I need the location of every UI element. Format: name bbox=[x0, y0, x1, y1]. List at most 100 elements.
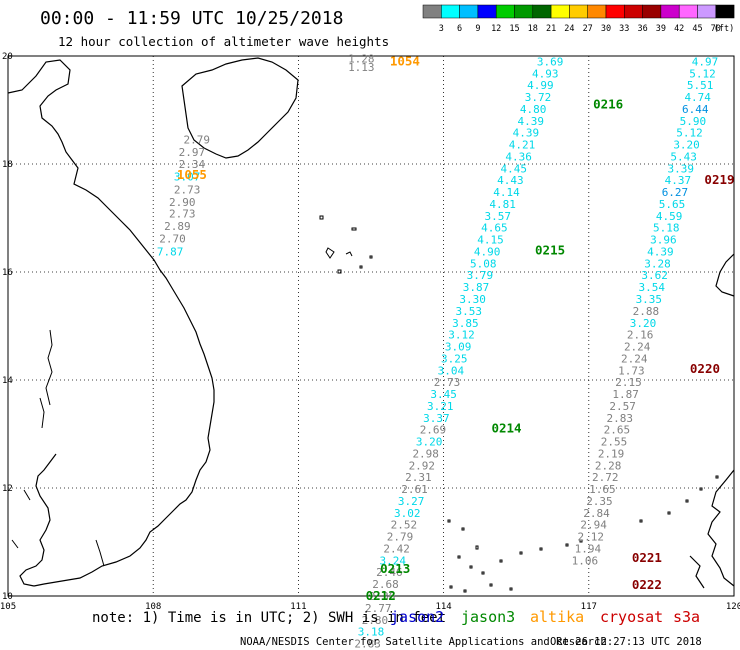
scale-label: 39 bbox=[656, 24, 666, 34]
swh-value-label: 2.79 bbox=[184, 134, 211, 147]
legend-cryosat: cryosat bbox=[600, 608, 663, 626]
scale-swatch bbox=[441, 4, 460, 19]
lat-lon-grid bbox=[8, 56, 734, 596]
swh-value-label: 2.52 bbox=[391, 519, 418, 532]
swh-value-label: 2.73 bbox=[174, 183, 201, 196]
pass-time-label: 0216 bbox=[593, 97, 623, 112]
swh-value-label: 3.72 bbox=[525, 91, 552, 104]
scale-label: 12 bbox=[491, 24, 501, 34]
scale-swatch bbox=[514, 4, 534, 19]
units-note: note: 1) Time is in UTC; 2) SWH is in fe… bbox=[92, 610, 446, 626]
paracel-islands bbox=[319, 215, 373, 274]
swh-value-label: 3.21 bbox=[427, 400, 454, 413]
scale-label: 33 bbox=[619, 24, 629, 34]
scale-swatch bbox=[550, 4, 570, 19]
swh-value-label: 2.90 bbox=[169, 196, 196, 209]
swh-value-label: 5.65 bbox=[659, 198, 686, 211]
legend-jason2: jason2 bbox=[390, 608, 444, 626]
scale-label: 21 bbox=[546, 24, 556, 34]
swh-value-label: 2.98 bbox=[412, 447, 439, 460]
swh-value-label: 2.57 bbox=[609, 400, 636, 413]
scale-swatch bbox=[422, 4, 442, 19]
lon-tick-label: 108 bbox=[145, 602, 161, 612]
swh-value-label: 2.77 bbox=[365, 602, 392, 615]
swh-value-label: 1.73 bbox=[618, 364, 645, 377]
swh-value-label: 2.89 bbox=[164, 220, 191, 233]
swh-value-label: 3.62 bbox=[641, 269, 668, 282]
scale-label: 6 bbox=[457, 24, 462, 34]
swh-value-label: 2.88 bbox=[633, 305, 660, 318]
swh-value-label: 2.55 bbox=[601, 436, 628, 449]
swh-value-label: 4.59 bbox=[656, 210, 683, 223]
pass-time-label: 1055 bbox=[177, 167, 207, 182]
swh-value-label: 6.27 bbox=[662, 186, 689, 199]
axis-tick-labels: 105 108 111 114 117 120 20 18 16 14 12 10 bbox=[0, 52, 740, 612]
legend-jason3: jason3 bbox=[461, 608, 515, 626]
scale-swatch bbox=[660, 4, 680, 19]
scale-label: 27 bbox=[583, 24, 593, 34]
lon-tick-label: 111 bbox=[290, 602, 306, 612]
scale-label: 24 bbox=[564, 24, 574, 34]
swh-value-label: 3.35 bbox=[636, 293, 663, 306]
vietnam-coastline bbox=[7, 59, 215, 587]
swh-value-label: 3.69 bbox=[537, 55, 564, 68]
swh-value-label: 2.15 bbox=[615, 376, 642, 389]
swh-value-label: 4.39 bbox=[513, 127, 540, 140]
swh-value-label: 4.37 bbox=[665, 174, 692, 187]
scale-label: 42 bbox=[674, 24, 684, 34]
scale-swatch bbox=[587, 4, 607, 19]
scale-swatch bbox=[678, 4, 698, 19]
swh-value-label: 4.14 bbox=[493, 186, 520, 199]
swh-value-label: 2.73 bbox=[169, 208, 196, 221]
scale-label: 30 bbox=[601, 24, 611, 34]
swh-value-label: 4.81 bbox=[489, 198, 516, 211]
swh-value-label: 5.12 bbox=[689, 67, 716, 80]
swh-value-label: 2.79 bbox=[387, 531, 414, 544]
scale-swatch bbox=[642, 4, 662, 19]
scale-swatch bbox=[495, 4, 515, 19]
scale-swatch bbox=[624, 4, 643, 19]
swh-value-label: 4.65 bbox=[481, 222, 508, 235]
scale-swatch bbox=[715, 4, 735, 19]
pass-time-label: 1054 bbox=[390, 53, 420, 68]
swh-value-label: 3.20 bbox=[630, 317, 657, 330]
scale-label: 9 bbox=[475, 24, 480, 34]
swh-value-label: 4.21 bbox=[509, 139, 536, 152]
swh-value-label: 4.15 bbox=[477, 234, 504, 247]
swh-value-label: 4.45 bbox=[501, 162, 528, 175]
color-scale: 3 6 9 12 15 18 21 24 27 30 33 36 39 42 45 70(ft) bbox=[422, 4, 735, 34]
swh-value-label: 3.04 bbox=[438, 364, 465, 377]
swh-value-label: 2.97 bbox=[179, 146, 206, 159]
swh-value-label: 1.13 bbox=[348, 61, 375, 74]
mekong-delta-coastline bbox=[19, 453, 57, 587]
swh-value-label: 2.28 bbox=[595, 459, 622, 472]
swh-value-label: 5.18 bbox=[653, 222, 680, 235]
swh-value-label: 3.85 bbox=[452, 317, 479, 330]
swh-value-label: 3.12 bbox=[448, 329, 475, 342]
lat-tick-label: 18 bbox=[2, 160, 13, 170]
time-range-title: 00:00 - 11:59 UTC 10/25/2018 bbox=[40, 8, 343, 29]
swh-value-label: 6.44 bbox=[682, 103, 709, 116]
swh-value-label: 4.36 bbox=[505, 150, 532, 163]
swh-value-label: 2.12 bbox=[577, 531, 604, 544]
swh-value-label: 1.94 bbox=[575, 542, 602, 555]
scale-label: 70 bbox=[711, 24, 721, 34]
swh-value-label: 2.24 bbox=[621, 352, 648, 365]
swh-value-label: 2.68 bbox=[372, 578, 399, 591]
swh-value-label: 2.70 bbox=[159, 233, 186, 246]
swh-value-label: 4.39 bbox=[517, 115, 544, 128]
scale-label: 15 bbox=[509, 24, 519, 34]
swh-value-label: 3.18 bbox=[358, 626, 385, 639]
swh-value-label: 3.25 bbox=[441, 352, 468, 365]
swh-value-label: 3.87 bbox=[463, 281, 490, 294]
scale-label: 18 bbox=[528, 24, 538, 34]
swh-value-label: 4.99 bbox=[527, 79, 554, 92]
pass-time-labels: 1054 1055 0216 0215 0214 0213 0212 0219 0220 0221… bbox=[177, 53, 735, 603]
swh-value-label: 1.28 bbox=[348, 53, 375, 66]
swh-value-label: 2.80 bbox=[362, 614, 389, 627]
southeast-islets bbox=[447, 475, 719, 593]
pass-time-label: 0212 bbox=[366, 588, 396, 603]
swh-value-label: 3.27 bbox=[398, 495, 425, 508]
